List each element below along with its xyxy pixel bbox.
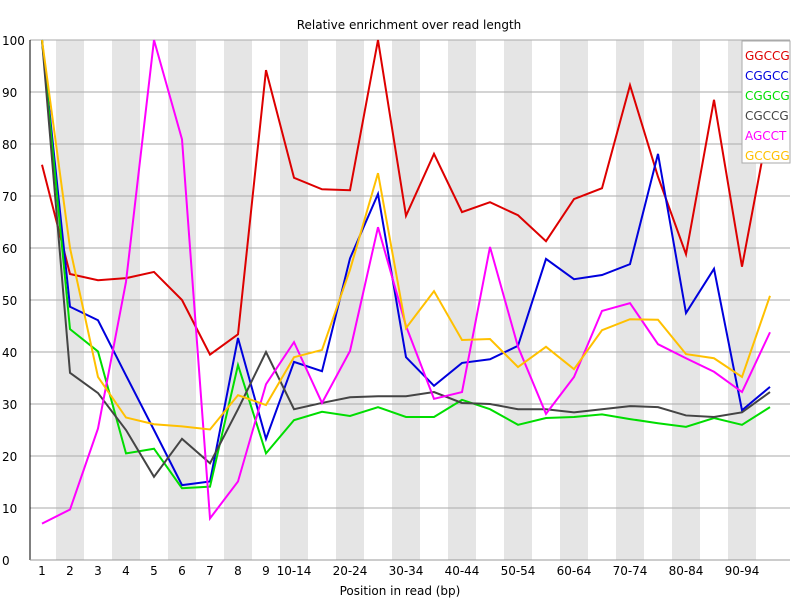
x-tick-label: 50-54 — [501, 564, 536, 578]
y-tick-label: 80 — [2, 138, 17, 152]
x-tick-labels: 1 2 3 4 5 6 7 8 9 10-14 20-24 30-34 40-44 50-54 60-64 7… — [38, 564, 759, 578]
x-tick-label: 30-34 — [389, 564, 424, 578]
y-tick-label: 40 — [2, 346, 17, 360]
y-tick-label: 0 — [2, 554, 10, 568]
x-tick-label: 5 — [150, 564, 158, 578]
x-tick-label: 60-64 — [557, 564, 592, 578]
x-tick-label: 1 — [38, 564, 46, 578]
legend: GGCCG CGGCC CGGCG CGCCG AGCCT GCCGG — [741, 40, 791, 164]
legend-entry-cggcc: CGGCC — [745, 69, 789, 83]
x-tick-label: 90-94 — [725, 564, 760, 578]
legend-entry-agcct: AGCCT — [745, 129, 787, 143]
x-tick-label: 40-44 — [445, 564, 480, 578]
legend-entry-cggcg: CGGCG — [745, 89, 790, 103]
legend-box — [741, 40, 791, 164]
x-tick-label: 4 — [122, 564, 130, 578]
x-tick-label: 20-24 — [333, 564, 368, 578]
x-tick-label: 2 — [66, 564, 74, 578]
y-tick-label: 30 — [2, 398, 17, 412]
chart-title: Relative enrichment over read length — [297, 18, 522, 32]
x-tick-label: 3 — [94, 564, 102, 578]
y-tick-label: 100 — [2, 34, 25, 48]
x-tick-label: 80-84 — [669, 564, 704, 578]
legend-entry-ggccg: GGCCG — [745, 49, 790, 63]
legend-entry-gccgg: GCCGG — [745, 149, 790, 163]
x-tick-label: 9 — [262, 564, 270, 578]
series-lines — [41, 39, 771, 525]
y-tick-labels: 0 10 20 30 40 50 60 70 80 90 100 — [2, 34, 25, 568]
x-tick-label: 7 — [206, 564, 214, 578]
x-tick-label: 10-14 — [277, 564, 312, 578]
y-tick-label: 60 — [2, 242, 17, 256]
x-axis-label: Position in read (bp) — [340, 584, 461, 598]
y-tick-label: 20 — [2, 450, 17, 464]
x-tick-label: 70-74 — [613, 564, 648, 578]
legend-entry-cgccg: CGCCG — [745, 109, 789, 123]
y-tick-label: 70 — [2, 190, 17, 204]
x-tick-label: 6 — [178, 564, 186, 578]
x-tick-label: 8 — [234, 564, 242, 578]
y-tick-label: 10 — [2, 502, 17, 516]
y-tick-label: 50 — [2, 294, 17, 308]
y-tick-label: 90 — [2, 86, 17, 100]
